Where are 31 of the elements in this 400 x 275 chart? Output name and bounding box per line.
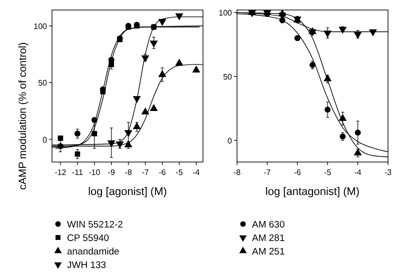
x-tick-label: -11	[72, 168, 84, 177]
x-tick-label: -10	[88, 168, 101, 177]
x-axis-title: log [agonist] (M)	[88, 186, 167, 198]
x-tick-label: -6	[294, 168, 302, 177]
y-tick-label: 100	[34, 22, 48, 31]
x-tick-label: -4	[354, 168, 362, 177]
y-tick-label: 0	[42, 135, 48, 144]
y-tick-label: 0	[228, 136, 233, 146]
x-axis-title: log [antagonist] (M)	[265, 186, 360, 198]
x-tick-label: -5	[176, 168, 184, 177]
y-tick-label: 100	[218, 8, 233, 18]
x-tick-label: -7	[264, 168, 272, 177]
x-tick-label: -5	[324, 168, 332, 177]
y-tick-label: 50	[38, 78, 48, 88]
x-tick-label: -6	[158, 168, 166, 177]
legend-label: AM 251	[252, 246, 285, 258]
legend-label: CP 55940	[67, 233, 110, 244]
legend-label: JWH 133	[67, 260, 106, 271]
y-axis-title: cAMP modulation (% of control)	[17, 42, 29, 190]
legend-label: AM 281	[252, 233, 285, 244]
x-tick-label: -8	[233, 168, 242, 177]
x-tick-label: -3	[384, 168, 392, 177]
x-tick-label: -9	[108, 168, 116, 177]
legend-label: WIN 55212-2	[67, 220, 123, 230]
legend-label: anandamide	[67, 246, 120, 258]
x-tick-label: -8	[124, 168, 132, 177]
legend-label: AM 630	[252, 220, 285, 230]
y-tick-label: 50	[223, 72, 233, 82]
x-tick-label: -4	[192, 168, 200, 177]
x-tick-label: -12	[54, 168, 67, 177]
x-tick-label: -7	[142, 168, 150, 177]
